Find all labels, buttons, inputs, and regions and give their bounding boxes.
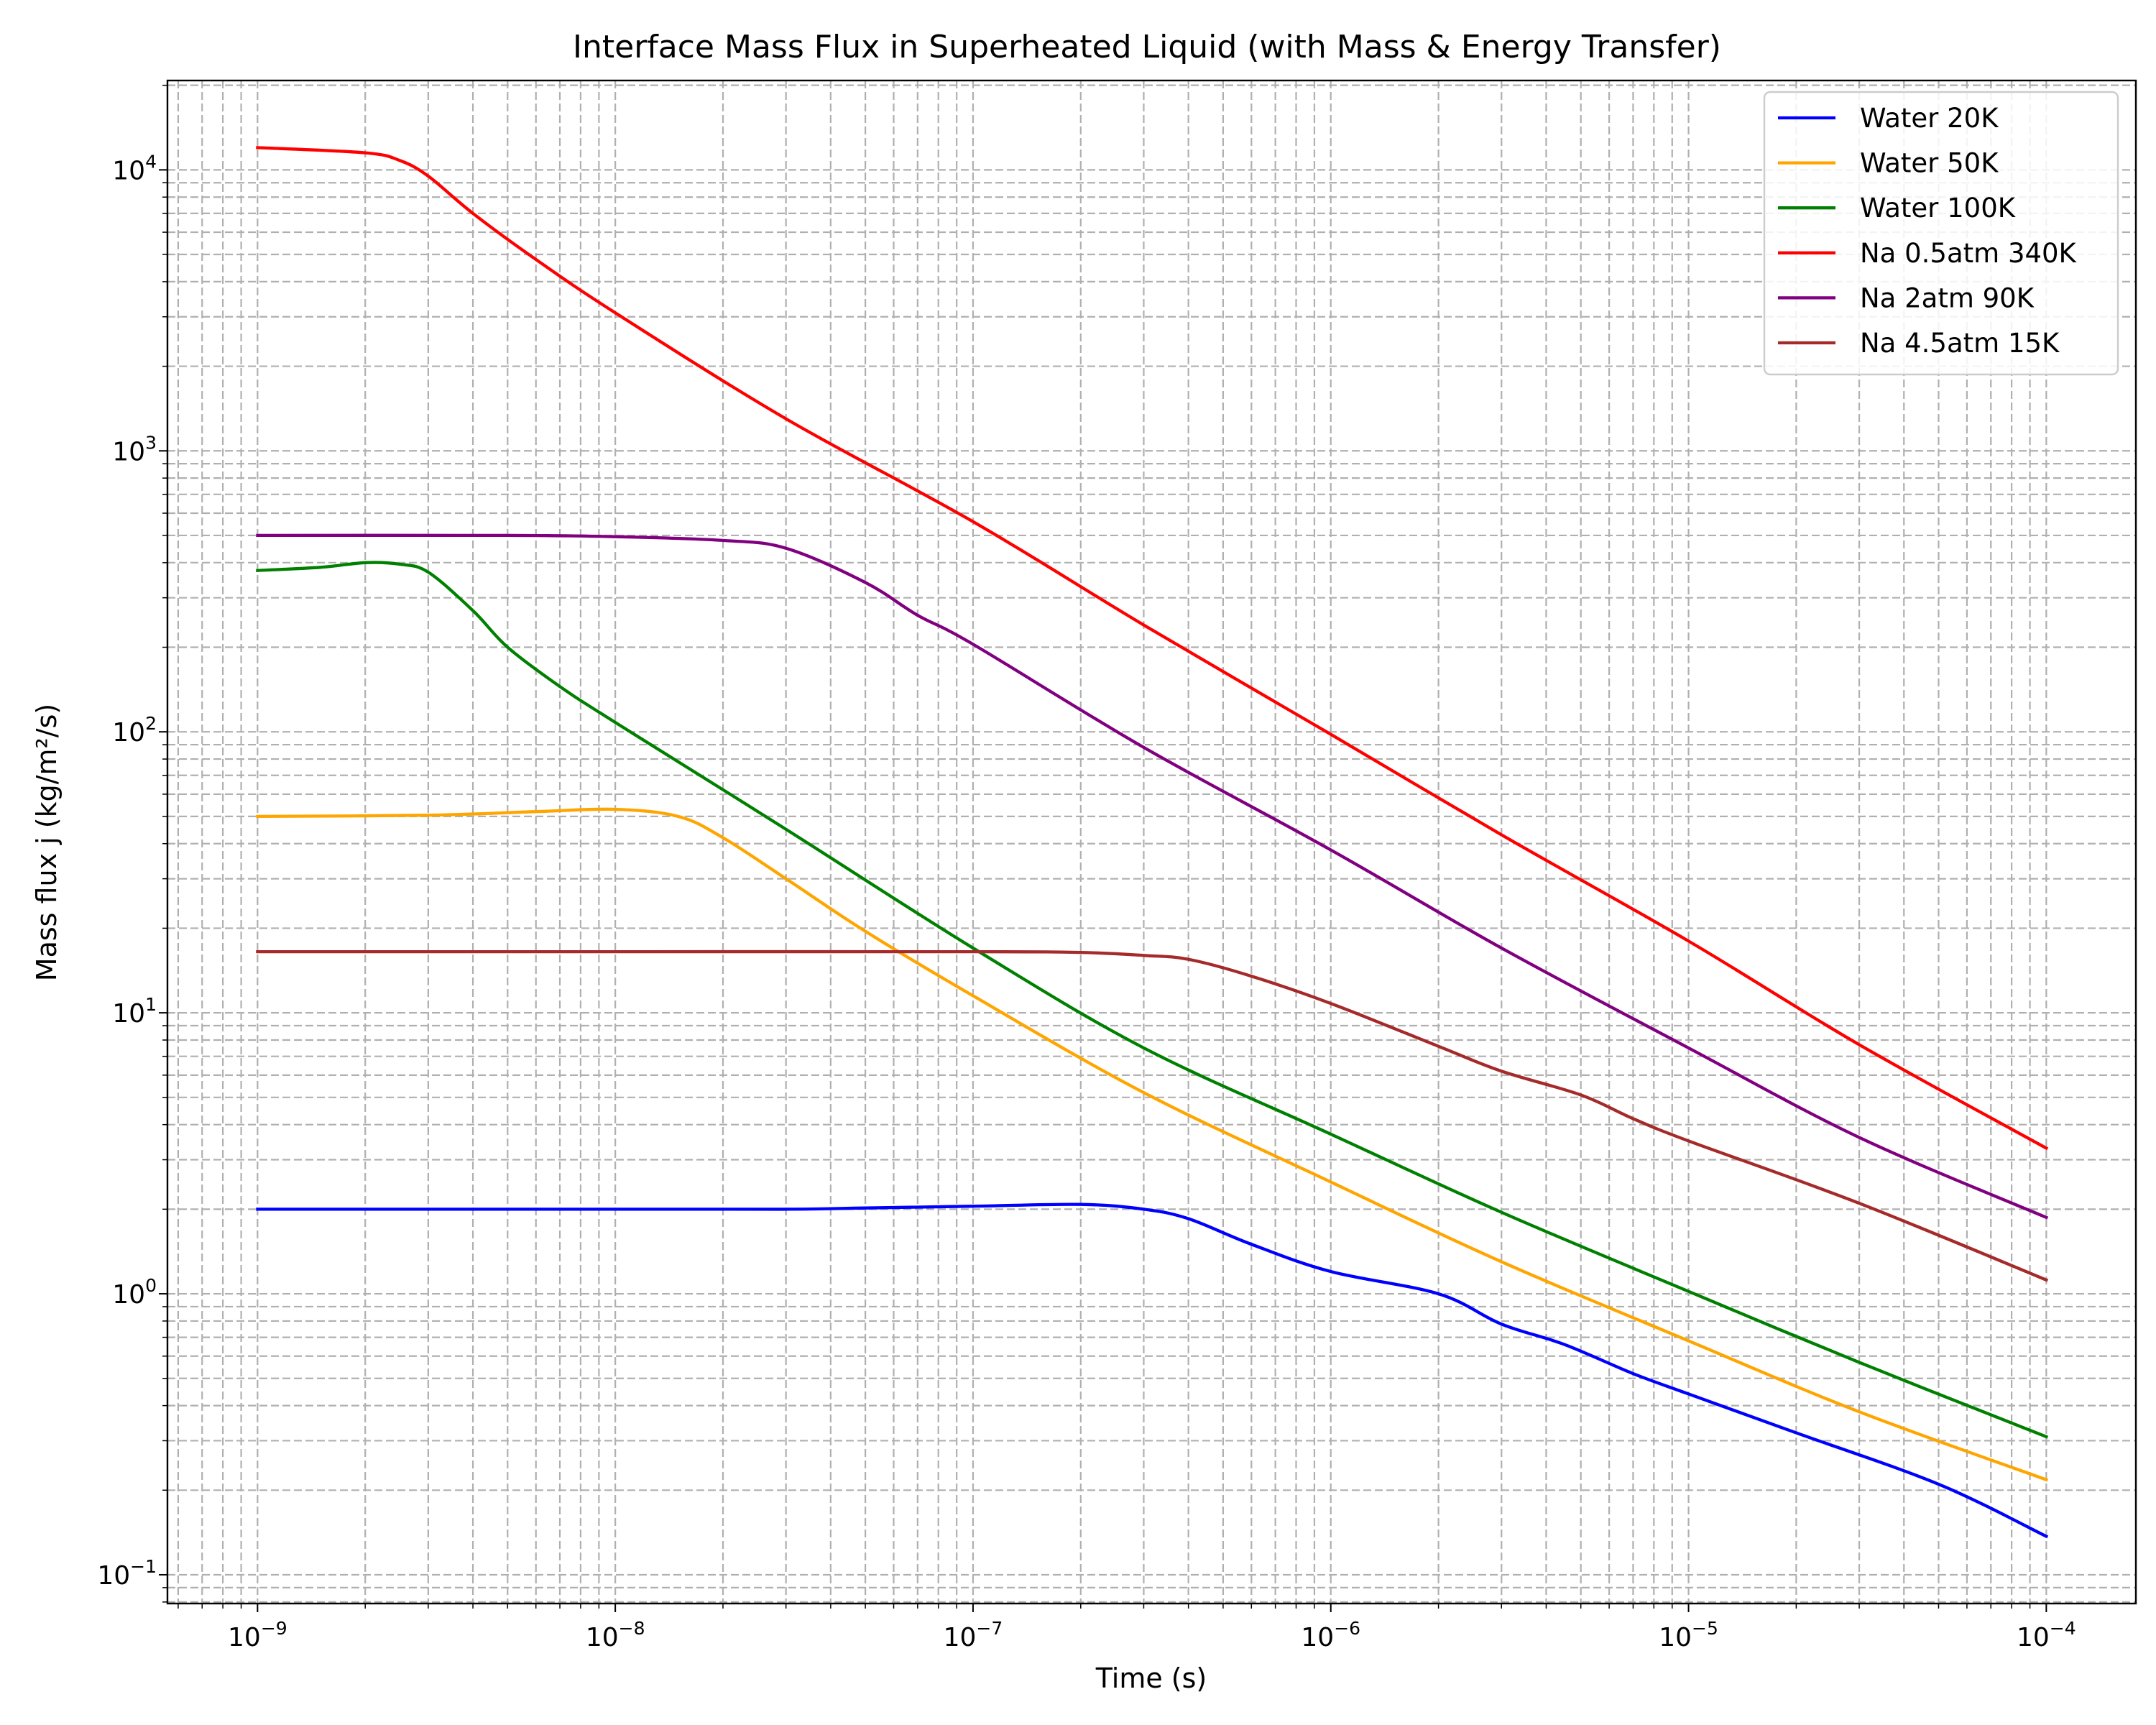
y-tick-label-exponent: −1 — [130, 1556, 157, 1577]
y-tick-label: 100 — [112, 1275, 157, 1310]
legend-item: Water 50K — [1778, 148, 1999, 179]
y-tick-label: 102 — [112, 713, 157, 748]
y-tick-label: 101 — [112, 994, 157, 1029]
legend-frame — [1763, 91, 2119, 376]
y-tick-label-base: 10 — [112, 1280, 145, 1310]
ticks: 10−9 10−8 10−7 10−6 10−5 10−410−1100101102103… — [97, 84, 2076, 1652]
y-tick-label-exponent: 1 — [145, 994, 157, 1015]
x-tick-label-exponent: −9 — [261, 1618, 287, 1639]
legend-label: Na 2atm 90K — [1860, 282, 2035, 313]
legend-label: Na 0.5atm 340K — [1860, 238, 2078, 269]
x-tick-label-exponent: −4 — [2050, 1618, 2076, 1639]
series-line-water-100k — [256, 561, 2049, 1439]
grid — [167, 80, 2136, 1604]
chart-title: Interface Mass Flux in Superheated Liqui… — [573, 29, 1721, 65]
y-tick-label-exponent: 0 — [145, 1275, 157, 1296]
x-tick-label-exponent: −6 — [1334, 1618, 1360, 1639]
series-line-water-20k — [256, 1202, 2049, 1539]
x-tick-label: 10−5 — [1659, 1618, 1718, 1652]
legend-label: Na 4.5atm 15K — [1860, 328, 2060, 359]
x-tick-label-base: 10 — [1301, 1623, 1334, 1652]
y-tick-label-base: 10 — [112, 156, 145, 185]
legend-items: Water 20K Water 50K Water 100K Na 0.5atm 34… — [1778, 103, 2078, 359]
x-tick-label-exponent: −7 — [976, 1618, 1003, 1639]
x-tick-label-base: 10 — [228, 1623, 261, 1652]
x-tick-label-base: 10 — [586, 1623, 619, 1652]
y-tick-label-exponent: 3 — [145, 432, 157, 453]
legend-label: Water 50K — [1860, 148, 1999, 179]
x-axis-label: Time (s) — [1095, 1662, 1207, 1694]
x-tick-label: 10−4 — [2017, 1618, 2076, 1652]
legend-item: Water 20K — [1778, 103, 1999, 134]
y-tick-label-base: 10 — [112, 718, 145, 748]
y-tick-label: 103 — [112, 432, 157, 466]
legend-item: Water 100K — [1778, 193, 2017, 224]
x-tick-label: 10−9 — [228, 1618, 287, 1652]
series-line-na-0-5atm-340k — [256, 146, 2049, 1151]
y-axis-label: Mass flux j (kg/m²/s) — [31, 704, 63, 981]
series-line-na-2atm-90k — [256, 533, 2049, 1220]
legend-label: Water 100K — [1860, 193, 2017, 224]
y-tick-label-base: 10 — [112, 437, 145, 466]
x-tick-label: 10−6 — [1301, 1618, 1360, 1652]
x-tick-label-base: 10 — [1659, 1623, 1692, 1652]
y-tick-label-exponent: 2 — [145, 713, 157, 734]
legend-item: Na 4.5atm 15K — [1778, 328, 2060, 359]
x-tick-label: 10−8 — [586, 1618, 645, 1652]
x-tick-label-base: 10 — [944, 1623, 977, 1652]
y-tick-label-base: 10 — [112, 999, 145, 1029]
legend-item: Na 0.5atm 340K — [1778, 238, 2078, 269]
x-tick-label-exponent: −5 — [1692, 1618, 1718, 1639]
x-tick-label: 10−7 — [944, 1618, 1003, 1652]
x-tick-label-exponent: −8 — [619, 1618, 645, 1639]
y-tick-label: 10−1 — [97, 1556, 157, 1591]
y-tick-label: 104 — [112, 151, 157, 185]
x-tick-label-base: 10 — [2017, 1623, 2050, 1652]
legend-label: Water 20K — [1860, 103, 1999, 134]
series-line-water-50k — [256, 807, 2049, 1482]
legend-item: Na 2atm 90K — [1778, 282, 2035, 313]
y-tick-label-base: 10 — [97, 1561, 130, 1591]
legend: Water 20K Water 50K Water 100K Na 0.5atm 34… — [1763, 91, 2119, 376]
series-lines — [256, 146, 2049, 1539]
plot-frame — [166, 79, 2137, 1605]
series-line-na-4-5atm-15k — [256, 949, 2049, 1282]
y-tick-label-exponent: 4 — [145, 151, 157, 172]
